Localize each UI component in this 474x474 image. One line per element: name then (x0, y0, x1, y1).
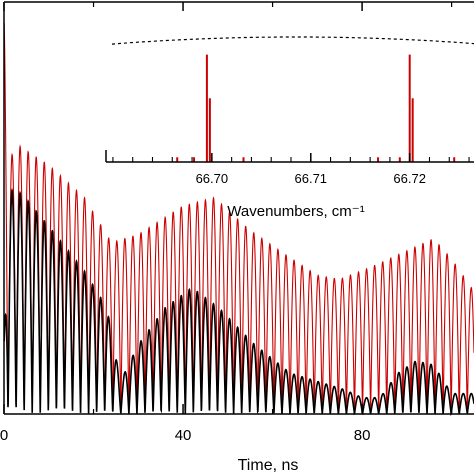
main-x-ticks: 0 40 80 (0, 2, 453, 444)
main-x-axis-label: Time, ns (238, 457, 299, 474)
inset-x-axis-label: Wavenumbers, cm⁻¹ (227, 203, 364, 220)
main-x-tick-label: 40 (175, 427, 192, 444)
inset-x-tick-label: 66.72 (393, 171, 426, 186)
inset-spectral-lines (176, 54, 456, 162)
main-x-tick-label: 80 (354, 427, 371, 444)
inset-x-tick-label: 66.71 (295, 171, 328, 186)
main-x-tick-label: 0 (0, 427, 8, 444)
black-series-line (3, 187, 474, 417)
inset-x-tick-label: 66.70 (196, 171, 229, 186)
red-series-path (3, 22, 474, 414)
inset-envelope-curve (111, 36, 474, 45)
inset-background (103, 22, 474, 164)
black-series-path (3, 187, 474, 417)
red-series-line (3, 22, 474, 414)
